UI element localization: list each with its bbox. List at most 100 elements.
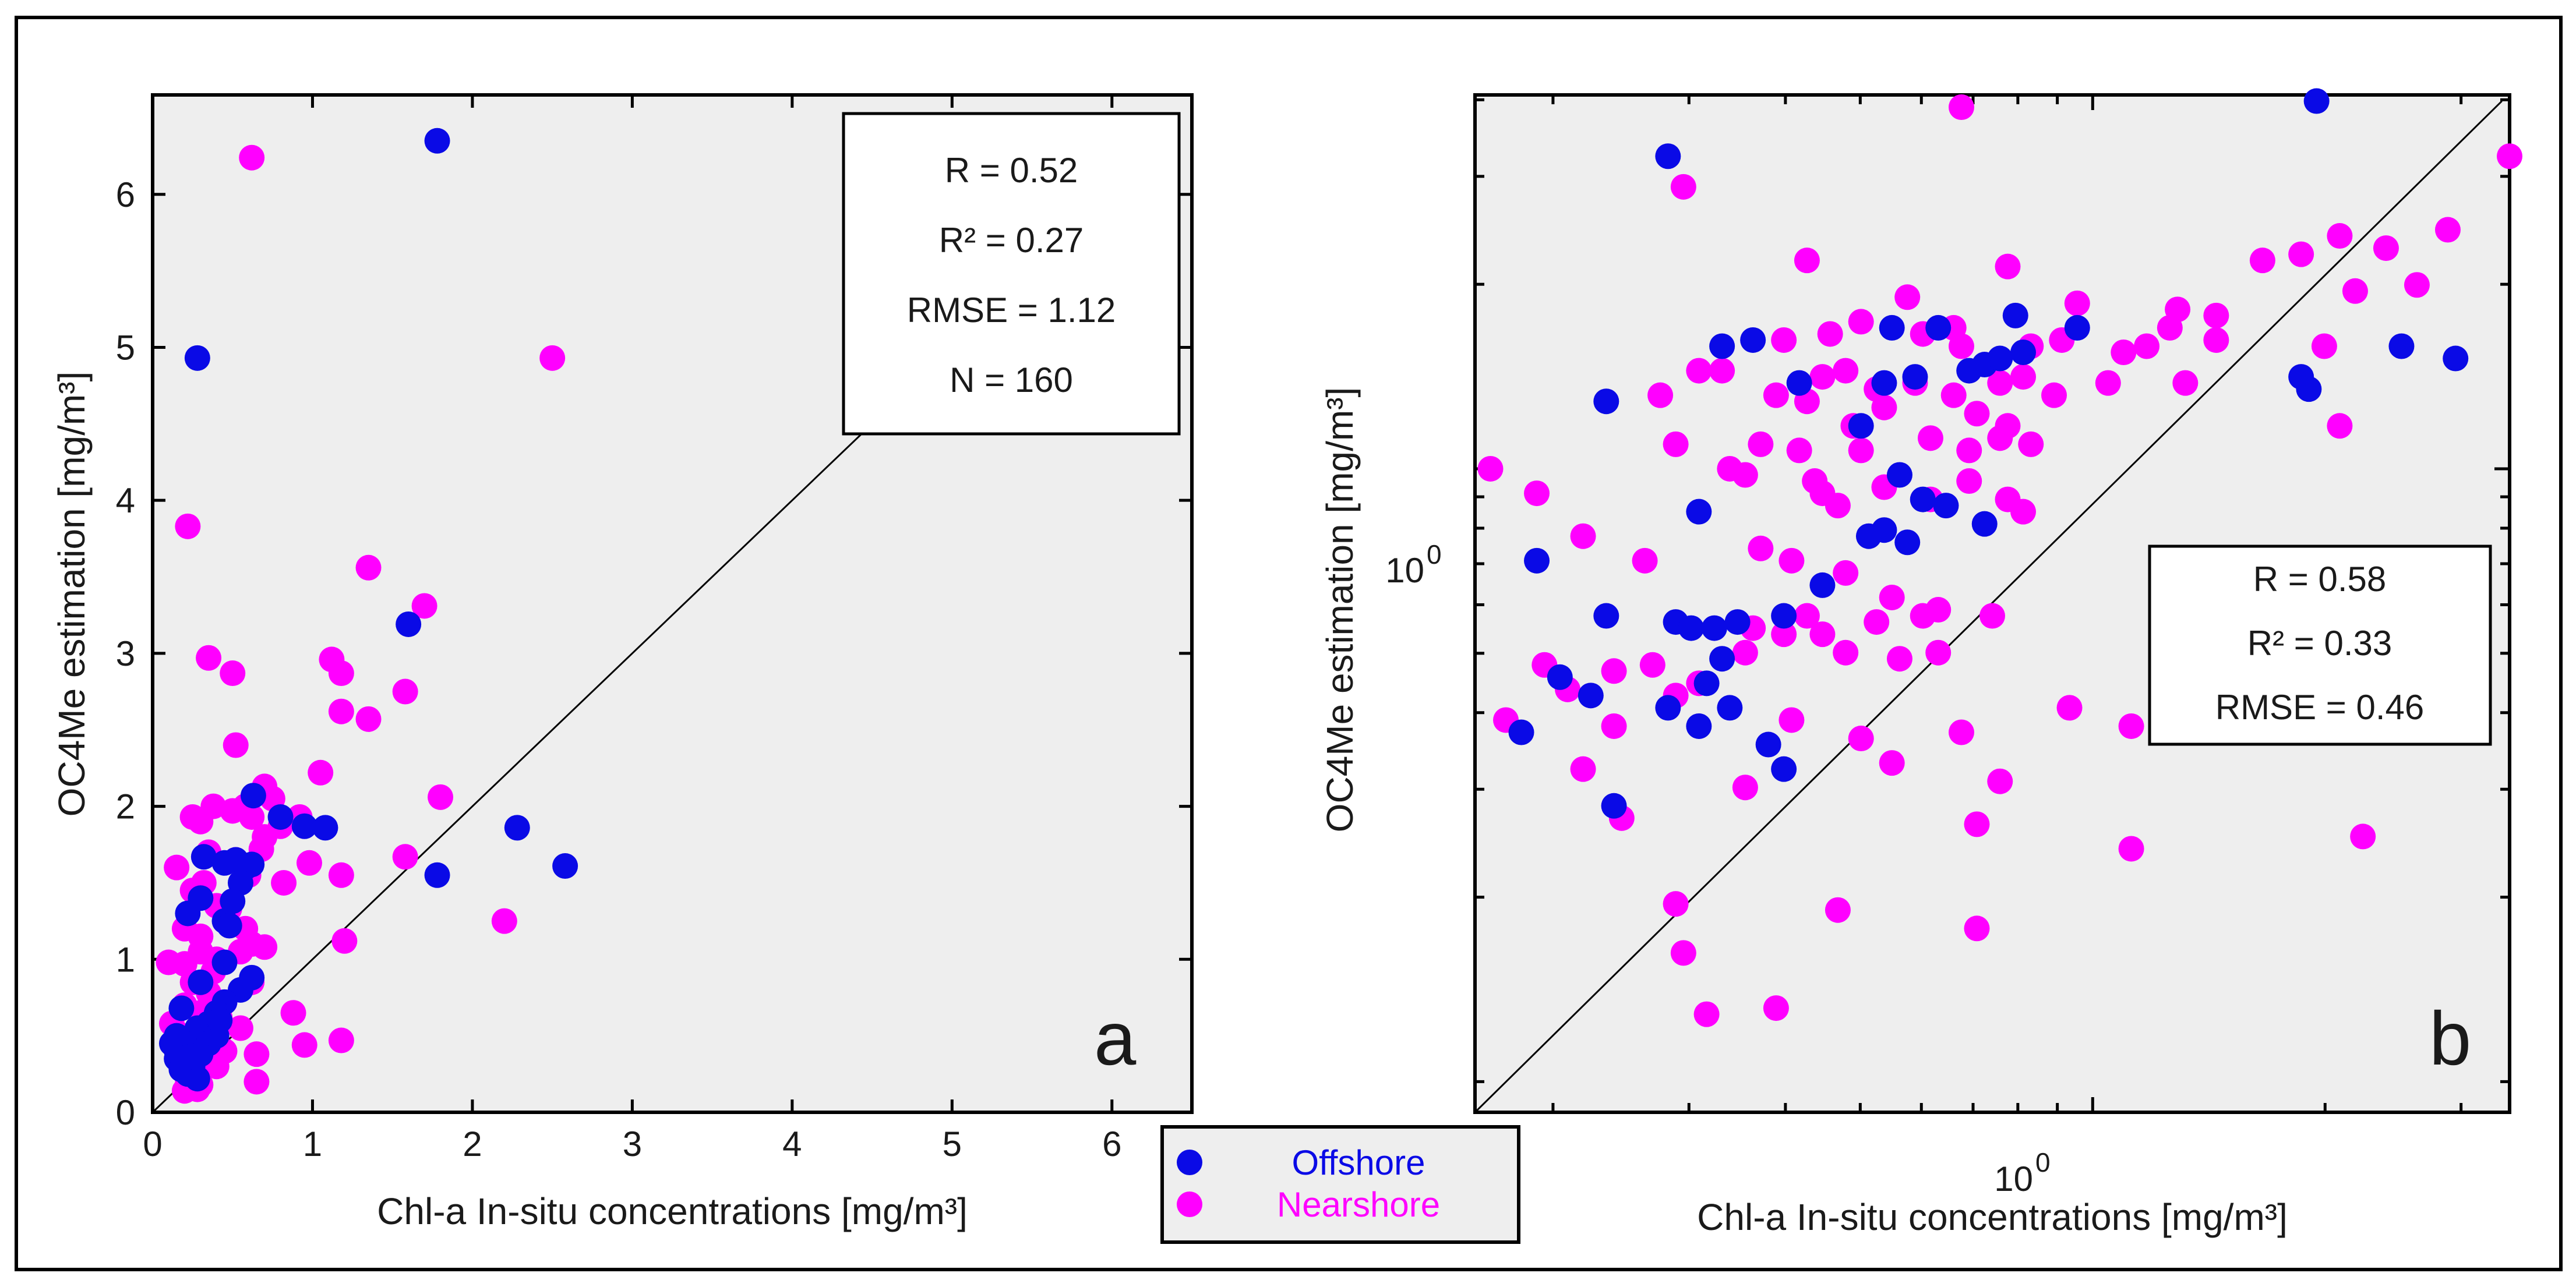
panel-b-x-tick-exponent: 0 xyxy=(2035,1147,2051,1178)
panel-b-point-nearshore xyxy=(1748,535,1774,561)
panel-b-point-nearshore xyxy=(1670,174,1696,200)
panel-b-x-tick-label: 10 0 xyxy=(1994,1147,2050,1198)
panel-a-x-tick-label: 6 xyxy=(1102,1125,1121,1164)
panel-b-point-nearshore xyxy=(1833,560,1859,586)
panel-a-point-offshore xyxy=(220,888,246,914)
panel-b-point-offshore xyxy=(1933,493,1959,519)
panel-b-point-nearshore xyxy=(2041,382,2067,408)
panel-b-point-nearshore xyxy=(1601,713,1627,739)
panel-b-point-nearshore xyxy=(1848,437,1874,464)
panel-b-point-offshore xyxy=(1655,695,1681,721)
panel-b-point-offshore xyxy=(1655,143,1681,169)
panel-b-point-nearshore xyxy=(1940,382,1967,408)
panel-a-y-axis-label: OC4Me estimation [mg/m³] xyxy=(51,372,93,817)
panel-b-stat-rmse: RMSE = 0.46 xyxy=(2215,688,2425,727)
panel-b-point-offshore xyxy=(1871,517,1897,543)
panel-a-point-offshore xyxy=(552,853,578,879)
panel-b-point-nearshore xyxy=(1809,364,1836,390)
panel-b-point-nearshore xyxy=(1848,309,1874,335)
panel-b-point-nearshore xyxy=(1732,639,1758,666)
panel-b-point-offshore xyxy=(1987,345,2013,372)
panel-b-point-offshore xyxy=(1886,462,1912,488)
panel-b-point-offshore xyxy=(1709,646,1735,672)
panel-b-point-nearshore xyxy=(2404,272,2430,298)
panel-a-point-nearshore xyxy=(271,869,297,896)
panel-a-y-tick-label: 3 xyxy=(116,634,135,673)
panel-b-point-nearshore xyxy=(2327,413,2353,439)
panel-a-stats-box xyxy=(842,112,1181,436)
panel-b: 10 0 10 0 R = 0.58 R² = 0.33 RMSE = 0.46… xyxy=(1319,88,2522,1238)
panel-a-x-axis-label: Chl-a In-situ concentrations [mg/m³] xyxy=(377,1190,968,1232)
panel-a-point-offshore xyxy=(190,844,217,870)
figure-frame xyxy=(15,16,2563,1271)
panel-b-point-nearshore xyxy=(1964,915,1990,942)
panel-b-point-nearshore xyxy=(1748,431,1774,457)
panel-a-y-tick-label: 6 xyxy=(116,175,135,214)
panel-b-point-nearshore xyxy=(1956,437,1982,464)
panel-b-point-offshore xyxy=(1771,756,1797,782)
panel-a-point-nearshore xyxy=(188,808,214,835)
panel-b-point-offshore xyxy=(2388,333,2415,359)
panel-a-point-nearshore xyxy=(392,678,418,705)
panel-b-point-nearshore xyxy=(1663,431,1689,457)
legend-label-offshore: Offshore xyxy=(1291,1143,1425,1182)
panel-a-point-offshore xyxy=(396,611,422,637)
legend-marker-offshore xyxy=(1177,1150,1202,1175)
panel-a-point-nearshore xyxy=(328,862,354,888)
panel-b-y-tick-base: 10 xyxy=(1385,551,1424,590)
panel-a-stat-rmse: RMSE = 1.12 xyxy=(907,291,1116,330)
panel-a-point-nearshore xyxy=(280,1000,306,1026)
panel-b-point-offshore xyxy=(1686,498,1712,525)
panel-a-x-tick-label: 0 xyxy=(143,1125,162,1164)
panel-b-point-offshore xyxy=(1508,719,1534,745)
panel-b-point-nearshore xyxy=(1794,248,1820,274)
panel-b-point-offshore xyxy=(1902,364,1928,390)
panel-b-point-offshore xyxy=(1910,486,1936,512)
panel-a-point-offshore xyxy=(184,345,210,371)
panel-b-point-nearshore xyxy=(1948,719,1974,745)
panel-b-point-nearshore xyxy=(1639,652,1665,678)
panel-b-point-offshore xyxy=(1693,670,1720,696)
panel-b-point-nearshore xyxy=(1809,621,1836,648)
panel-b-point-nearshore xyxy=(1894,284,1921,310)
panel-b-point-offshore xyxy=(1524,547,1550,574)
panel-a-y-tick-label: 2 xyxy=(116,787,135,826)
panel-b-point-nearshore xyxy=(1570,523,1596,549)
panel-a-point-nearshore xyxy=(196,645,222,671)
panel-a-point-nearshore xyxy=(239,804,265,830)
panel-b-point-nearshore xyxy=(1632,547,1658,574)
panel-a-point-offshore xyxy=(175,900,201,927)
panel-b-point-nearshore xyxy=(1709,358,1735,384)
panel-a-stat-r: R = 0.52 xyxy=(945,151,1078,190)
panel-b-point-offshore xyxy=(1578,683,1604,709)
panel-b-point-nearshore xyxy=(1886,646,1912,672)
panel-a-point-nearshore xyxy=(244,1041,270,1067)
panel-a-point-nearshore xyxy=(491,908,517,934)
panel-a-point-nearshore xyxy=(355,554,382,581)
panel-b-point-nearshore xyxy=(2203,302,2229,328)
panel-b-point-offshore xyxy=(1755,731,1781,758)
panel-b-points xyxy=(1477,88,2522,1027)
panel-b-point-nearshore xyxy=(2434,217,2461,243)
panel-a-point-nearshore xyxy=(244,1069,270,1095)
panel-b-point-nearshore xyxy=(2064,290,2090,316)
panel-b-point-offshore xyxy=(2303,88,2330,114)
panel-b-y-tick-exponent: 0 xyxy=(1427,539,1442,570)
panel-a-point-nearshore xyxy=(428,784,454,810)
panel-a-point-nearshore xyxy=(392,844,418,870)
panel-b-point-offshore xyxy=(1925,314,1952,341)
panel-b-y-tick-label: 10 0 xyxy=(1385,539,1441,590)
panel-b-point-offshore xyxy=(2002,302,2028,328)
panel-a-point-nearshore xyxy=(331,928,358,954)
panel-b-point-nearshore xyxy=(2010,498,2037,525)
panel-b-point-offshore xyxy=(1879,314,1905,341)
panel-a-point-offshore xyxy=(312,815,338,841)
panel-b-point-offshore xyxy=(1771,603,1797,629)
panel-b-point-nearshore xyxy=(1917,425,1943,451)
panel-b-point-offshore xyxy=(2443,345,2469,372)
panel-a-point-nearshore xyxy=(227,1015,253,1041)
panel-a-point-nearshore xyxy=(223,732,249,758)
panel-b-point-nearshore xyxy=(1925,639,1952,666)
panel-b-stat-r: R = 0.58 xyxy=(2253,560,2387,599)
